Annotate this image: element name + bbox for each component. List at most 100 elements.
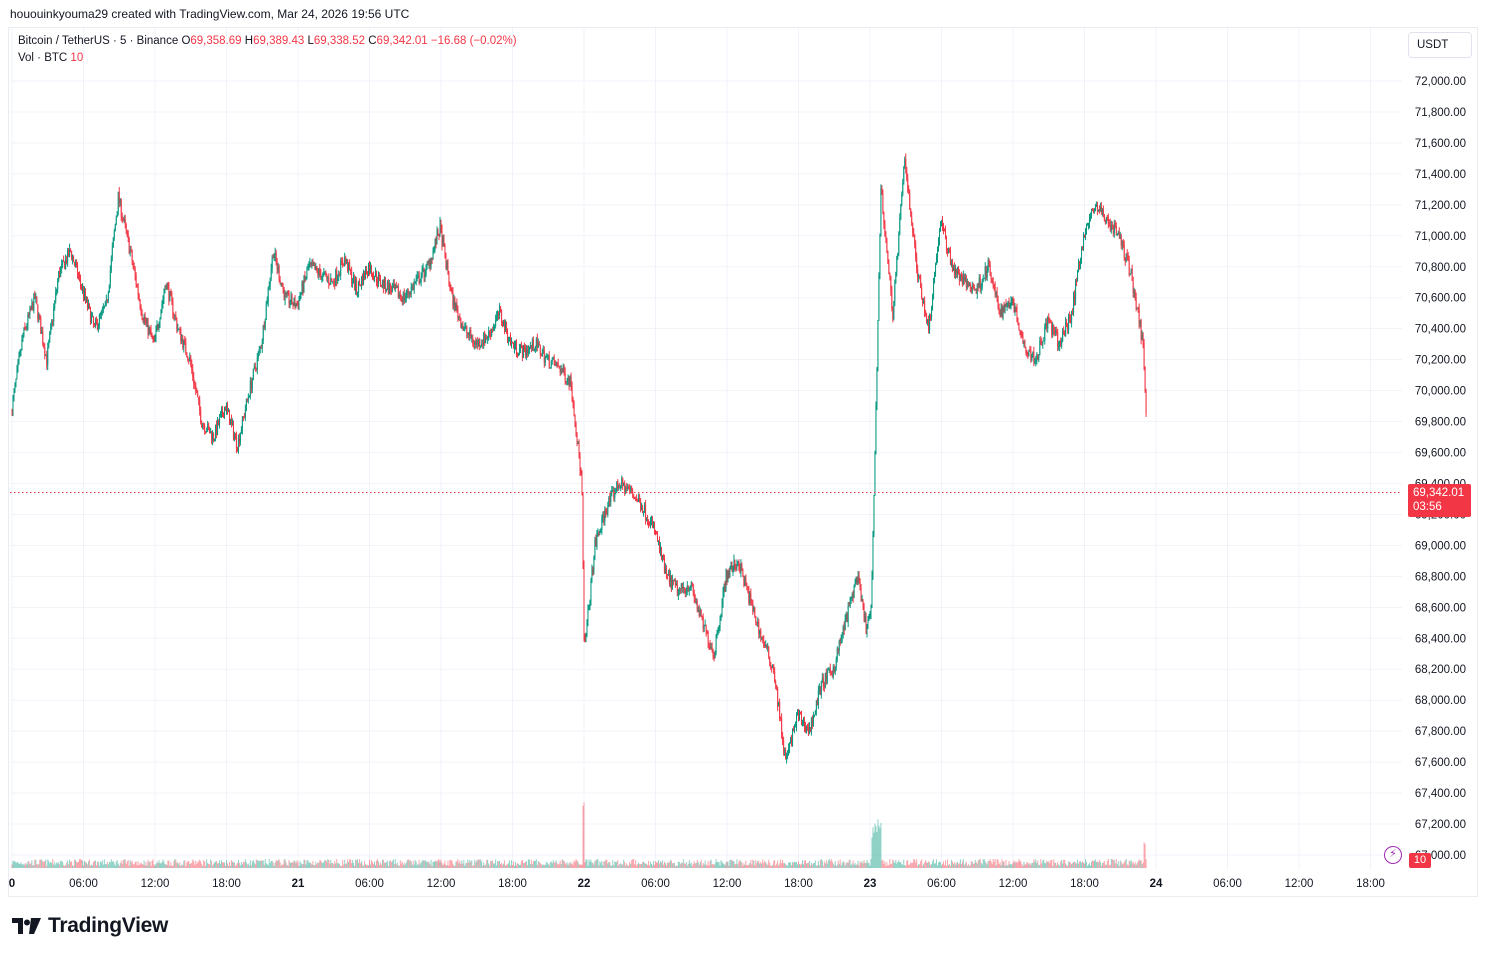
- candle-body: [690, 583, 692, 587]
- volume-bar: [833, 864, 835, 868]
- candle-body: [591, 569, 593, 582]
- candle-body: [333, 280, 335, 284]
- candle-body: [914, 235, 916, 245]
- candle-body: [818, 686, 820, 691]
- volume-bar: [201, 863, 203, 868]
- volume-bar: [832, 863, 834, 868]
- candle-body: [388, 283, 390, 294]
- candle-body: [700, 609, 702, 616]
- candle-body: [301, 282, 303, 293]
- candle-body: [1033, 352, 1035, 363]
- candle-body: [327, 277, 329, 279]
- candle-body: [592, 569, 594, 572]
- candle-body: [708, 643, 710, 646]
- chart-frame[interactable]: [8, 27, 1478, 897]
- candle-body: [493, 326, 495, 330]
- candle-body: [182, 338, 184, 348]
- y-tick-label: 71,400.00: [1415, 169, 1466, 181]
- candle-body: [650, 520, 652, 526]
- volume-bar: [579, 864, 581, 868]
- volume-bar: [788, 862, 790, 868]
- volume-bar: [153, 864, 155, 868]
- candle-body: [279, 280, 281, 284]
- volume-bar: [609, 862, 611, 868]
- candle-body: [342, 261, 344, 266]
- candle-body: [777, 687, 779, 707]
- candle-body: [58, 271, 60, 281]
- candle-body: [1068, 315, 1070, 330]
- volume-bar: [1127, 865, 1129, 868]
- volume-bar: [862, 863, 864, 868]
- volume-label[interactable]: Vol · BTC: [18, 52, 68, 64]
- volume-bar: [649, 865, 651, 868]
- volume-bar: [489, 865, 491, 868]
- volume-bar: [812, 863, 814, 868]
- currency-button[interactable]: USDT: [1408, 32, 1472, 58]
- candle-body: [525, 349, 527, 356]
- volume-bar: [506, 864, 508, 868]
- volume-bar: [1131, 863, 1133, 868]
- candle-body: [499, 306, 501, 316]
- candle-body: [819, 686, 821, 695]
- volume-bar: [1091, 860, 1093, 868]
- candle-body: [119, 199, 121, 203]
- candle-body: [949, 249, 951, 265]
- volume-bar: [537, 861, 539, 868]
- volume-bar: [698, 864, 700, 868]
- x-tick-label: 06:00: [641, 878, 670, 890]
- volume-bar: [208, 863, 210, 868]
- candle-body: [749, 593, 751, 604]
- candle-body: [1114, 223, 1116, 226]
- candle-body: [663, 558, 665, 573]
- candle-body: [761, 637, 763, 639]
- volume-bar: [885, 865, 887, 868]
- candle-body: [639, 498, 641, 502]
- volume-bar: [38, 864, 40, 868]
- volume-bar: [59, 864, 61, 868]
- volume-bar: [915, 862, 917, 868]
- candle-body: [361, 277, 363, 287]
- volume-bar: [1008, 861, 1010, 868]
- candle-body: [178, 329, 180, 330]
- symbol-description[interactable]: Bitcoin / TetherUS · 5 · Binance: [18, 35, 179, 47]
- candle-body: [896, 256, 898, 273]
- candle-body: [417, 275, 419, 277]
- volume-bar: [376, 859, 378, 868]
- candle-body: [667, 573, 669, 576]
- candle-body: [391, 287, 393, 293]
- volume-bar: [929, 862, 931, 868]
- candle-body: [1063, 331, 1065, 334]
- volume-bar: [1066, 865, 1068, 868]
- candle-body: [553, 357, 555, 363]
- volume-bar: [460, 863, 462, 868]
- volume-bar: [659, 861, 661, 868]
- candle-body: [611, 490, 613, 494]
- lightning-icon[interactable]: ⚡: [1384, 846, 1402, 864]
- volume-bar: [378, 864, 380, 868]
- volume-bar: [123, 859, 125, 868]
- candle-body: [714, 652, 716, 658]
- volume-bar: [242, 861, 244, 868]
- volume-bar: [164, 863, 166, 868]
- candle-body: [1102, 209, 1104, 215]
- volume-bar: [979, 859, 981, 868]
- candle-body: [809, 727, 811, 732]
- candle-body: [786, 756, 788, 760]
- candle-body: [603, 514, 605, 522]
- volume-bar: [455, 861, 457, 868]
- candle-body: [479, 339, 481, 347]
- volume-bar: [591, 862, 593, 868]
- candle-body: [1123, 244, 1125, 258]
- volume-bar: [223, 862, 225, 868]
- volume-bar: [826, 863, 828, 868]
- volume-bar: [1064, 859, 1066, 868]
- candle-body: [747, 586, 749, 591]
- candle-body: [746, 585, 748, 587]
- volume-bar: [889, 859, 891, 868]
- candle-body: [938, 242, 940, 249]
- volume-bar: [508, 863, 510, 868]
- volume-bar: [222, 862, 224, 868]
- volume-bar: [960, 863, 962, 868]
- volume-bar: [325, 860, 327, 868]
